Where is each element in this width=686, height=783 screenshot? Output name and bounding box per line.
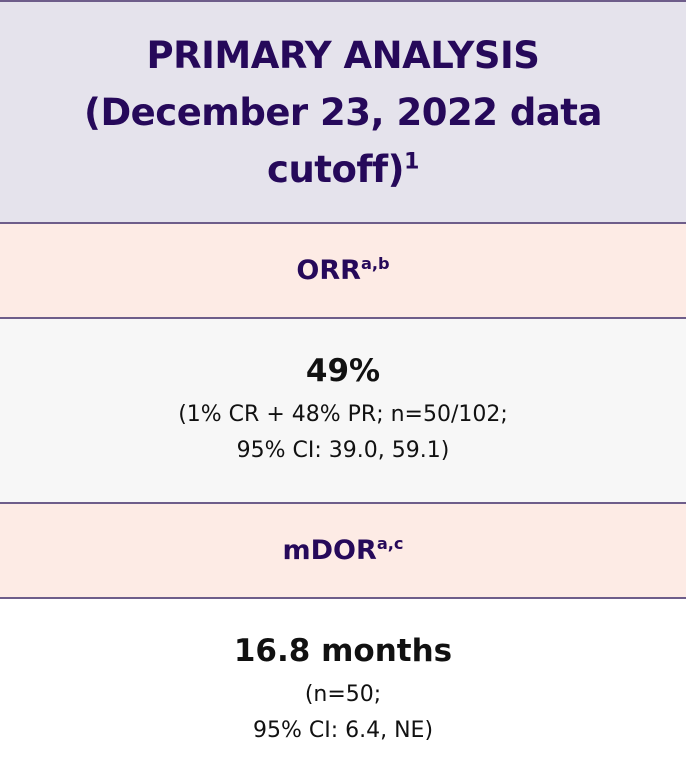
orr-detail-1: (1% CR + 48% PR; n=50/102; bbox=[178, 401, 508, 427]
orr-result: 49% (1% CR + 48% PR; n=50/102; 95% CI: 3… bbox=[0, 317, 686, 502]
orr-header: ORRa,b bbox=[0, 222, 686, 317]
mdor-header: mDORa,c bbox=[0, 502, 686, 597]
orr-detail-2: 95% CI: 39.0, 59.1) bbox=[236, 437, 450, 463]
mdor-detail-1: (n=50; bbox=[304, 682, 382, 707]
mdor-label: mDORa,c bbox=[282, 534, 404, 566]
header-title: PRIMARY ANALYSIS (December 23, 2022 data… bbox=[84, 33, 602, 191]
table-header: PRIMARY ANALYSIS (December 23, 2022 data… bbox=[0, 0, 686, 222]
orr-value: 49% bbox=[305, 352, 381, 389]
mdor-result: 16.8 months (n=50; 95% CI: 6.4, NE) bbox=[0, 597, 686, 783]
mdor-value: 16.8 months bbox=[233, 633, 453, 669]
orr-label: ORRa,b bbox=[296, 254, 390, 286]
mdor-detail-2: 95% CI: 6.4, NE) bbox=[252, 718, 434, 743]
